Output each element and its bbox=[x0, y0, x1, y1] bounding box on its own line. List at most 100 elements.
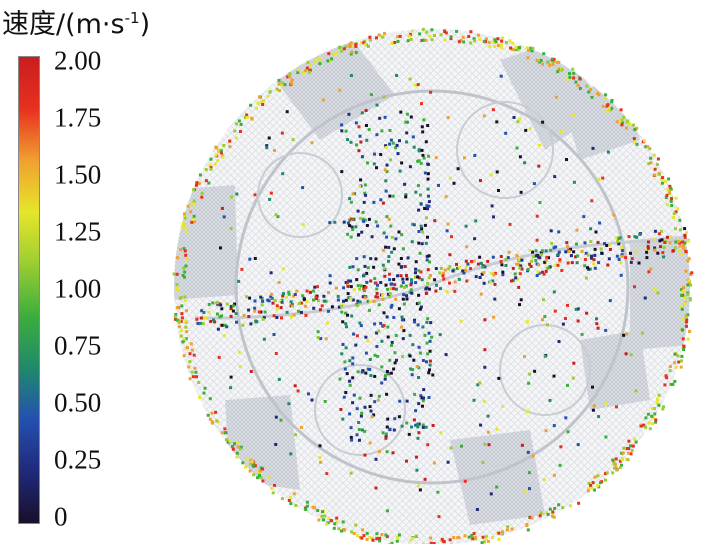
particle bbox=[368, 38, 372, 42]
particle bbox=[344, 391, 348, 394]
particle bbox=[628, 122, 632, 126]
particle bbox=[673, 227, 677, 231]
particle bbox=[184, 319, 188, 323]
particle bbox=[428, 260, 431, 264]
particle bbox=[340, 529, 343, 533]
particle bbox=[422, 388, 426, 392]
particle bbox=[379, 321, 383, 325]
particle bbox=[686, 283, 690, 287]
particle bbox=[559, 445, 563, 449]
particle bbox=[275, 307, 279, 311]
particle bbox=[384, 436, 388, 440]
particle bbox=[612, 462, 616, 466]
particle bbox=[538, 143, 541, 147]
particle bbox=[510, 279, 513, 283]
particle bbox=[253, 306, 257, 310]
particle bbox=[673, 352, 677, 356]
particle bbox=[313, 285, 317, 289]
particle bbox=[519, 264, 523, 268]
particle bbox=[280, 298, 284, 302]
particle bbox=[417, 345, 421, 349]
particle bbox=[430, 335, 434, 339]
particle bbox=[501, 532, 505, 536]
particle bbox=[654, 420, 658, 424]
particle bbox=[174, 313, 178, 316]
particle bbox=[676, 207, 680, 211]
particle bbox=[358, 185, 362, 188]
particle bbox=[176, 289, 180, 293]
particle bbox=[195, 317, 199, 321]
particle bbox=[552, 290, 556, 294]
particle bbox=[679, 228, 682, 232]
particle bbox=[270, 296, 274, 300]
particle bbox=[350, 50, 354, 54]
particle bbox=[250, 460, 254, 464]
particle bbox=[350, 225, 354, 229]
particle bbox=[599, 247, 603, 251]
particle bbox=[279, 418, 283, 422]
particle bbox=[354, 225, 358, 229]
particle bbox=[385, 163, 389, 167]
particle bbox=[332, 53, 336, 56]
particle bbox=[293, 293, 297, 296]
particle bbox=[518, 258, 522, 262]
particle bbox=[653, 237, 656, 241]
particle bbox=[239, 123, 243, 126]
particle bbox=[400, 161, 404, 165]
particle bbox=[406, 39, 410, 43]
particle bbox=[388, 292, 392, 295]
particle bbox=[410, 278, 413, 282]
particle bbox=[566, 303, 569, 307]
particle bbox=[220, 206, 224, 210]
rotor-lobe-4 bbox=[499, 324, 591, 416]
particle bbox=[614, 457, 618, 461]
particle bbox=[428, 368, 431, 372]
particle bbox=[411, 536, 415, 540]
particle bbox=[644, 425, 647, 429]
particle bbox=[296, 71, 300, 74]
particle bbox=[472, 259, 476, 263]
particle bbox=[646, 246, 650, 250]
particle bbox=[560, 130, 563, 134]
particle bbox=[571, 376, 575, 380]
particle bbox=[656, 397, 659, 401]
particle bbox=[497, 189, 500, 192]
particle bbox=[338, 377, 342, 381]
particle bbox=[645, 250, 649, 254]
particle bbox=[274, 443, 278, 446]
particle bbox=[533, 369, 537, 373]
particle bbox=[268, 197, 272, 201]
particle bbox=[346, 313, 349, 317]
particle bbox=[647, 421, 651, 425]
particle bbox=[667, 177, 671, 181]
particle bbox=[238, 365, 242, 369]
particle bbox=[405, 131, 409, 135]
particle bbox=[489, 492, 493, 496]
particle bbox=[597, 261, 601, 265]
particle bbox=[243, 115, 247, 119]
particle bbox=[386, 287, 389, 291]
particle bbox=[534, 254, 538, 258]
particle bbox=[637, 261, 641, 265]
particle bbox=[580, 249, 584, 253]
particle bbox=[553, 507, 557, 510]
particle bbox=[425, 254, 429, 258]
colorbar bbox=[18, 56, 40, 524]
particle bbox=[399, 274, 403, 278]
particle bbox=[558, 259, 562, 263]
particle bbox=[176, 306, 180, 310]
particle bbox=[325, 321, 329, 325]
particle bbox=[621, 254, 624, 258]
particle bbox=[233, 302, 237, 306]
particle bbox=[589, 227, 593, 231]
particle bbox=[683, 241, 687, 245]
particle bbox=[280, 300, 284, 304]
particle bbox=[635, 142, 639, 146]
particle bbox=[642, 423, 646, 427]
particle bbox=[343, 360, 347, 364]
particle bbox=[363, 429, 367, 433]
particle bbox=[534, 259, 538, 262]
particle bbox=[587, 90, 591, 94]
particle bbox=[676, 354, 680, 358]
particle bbox=[423, 171, 427, 175]
